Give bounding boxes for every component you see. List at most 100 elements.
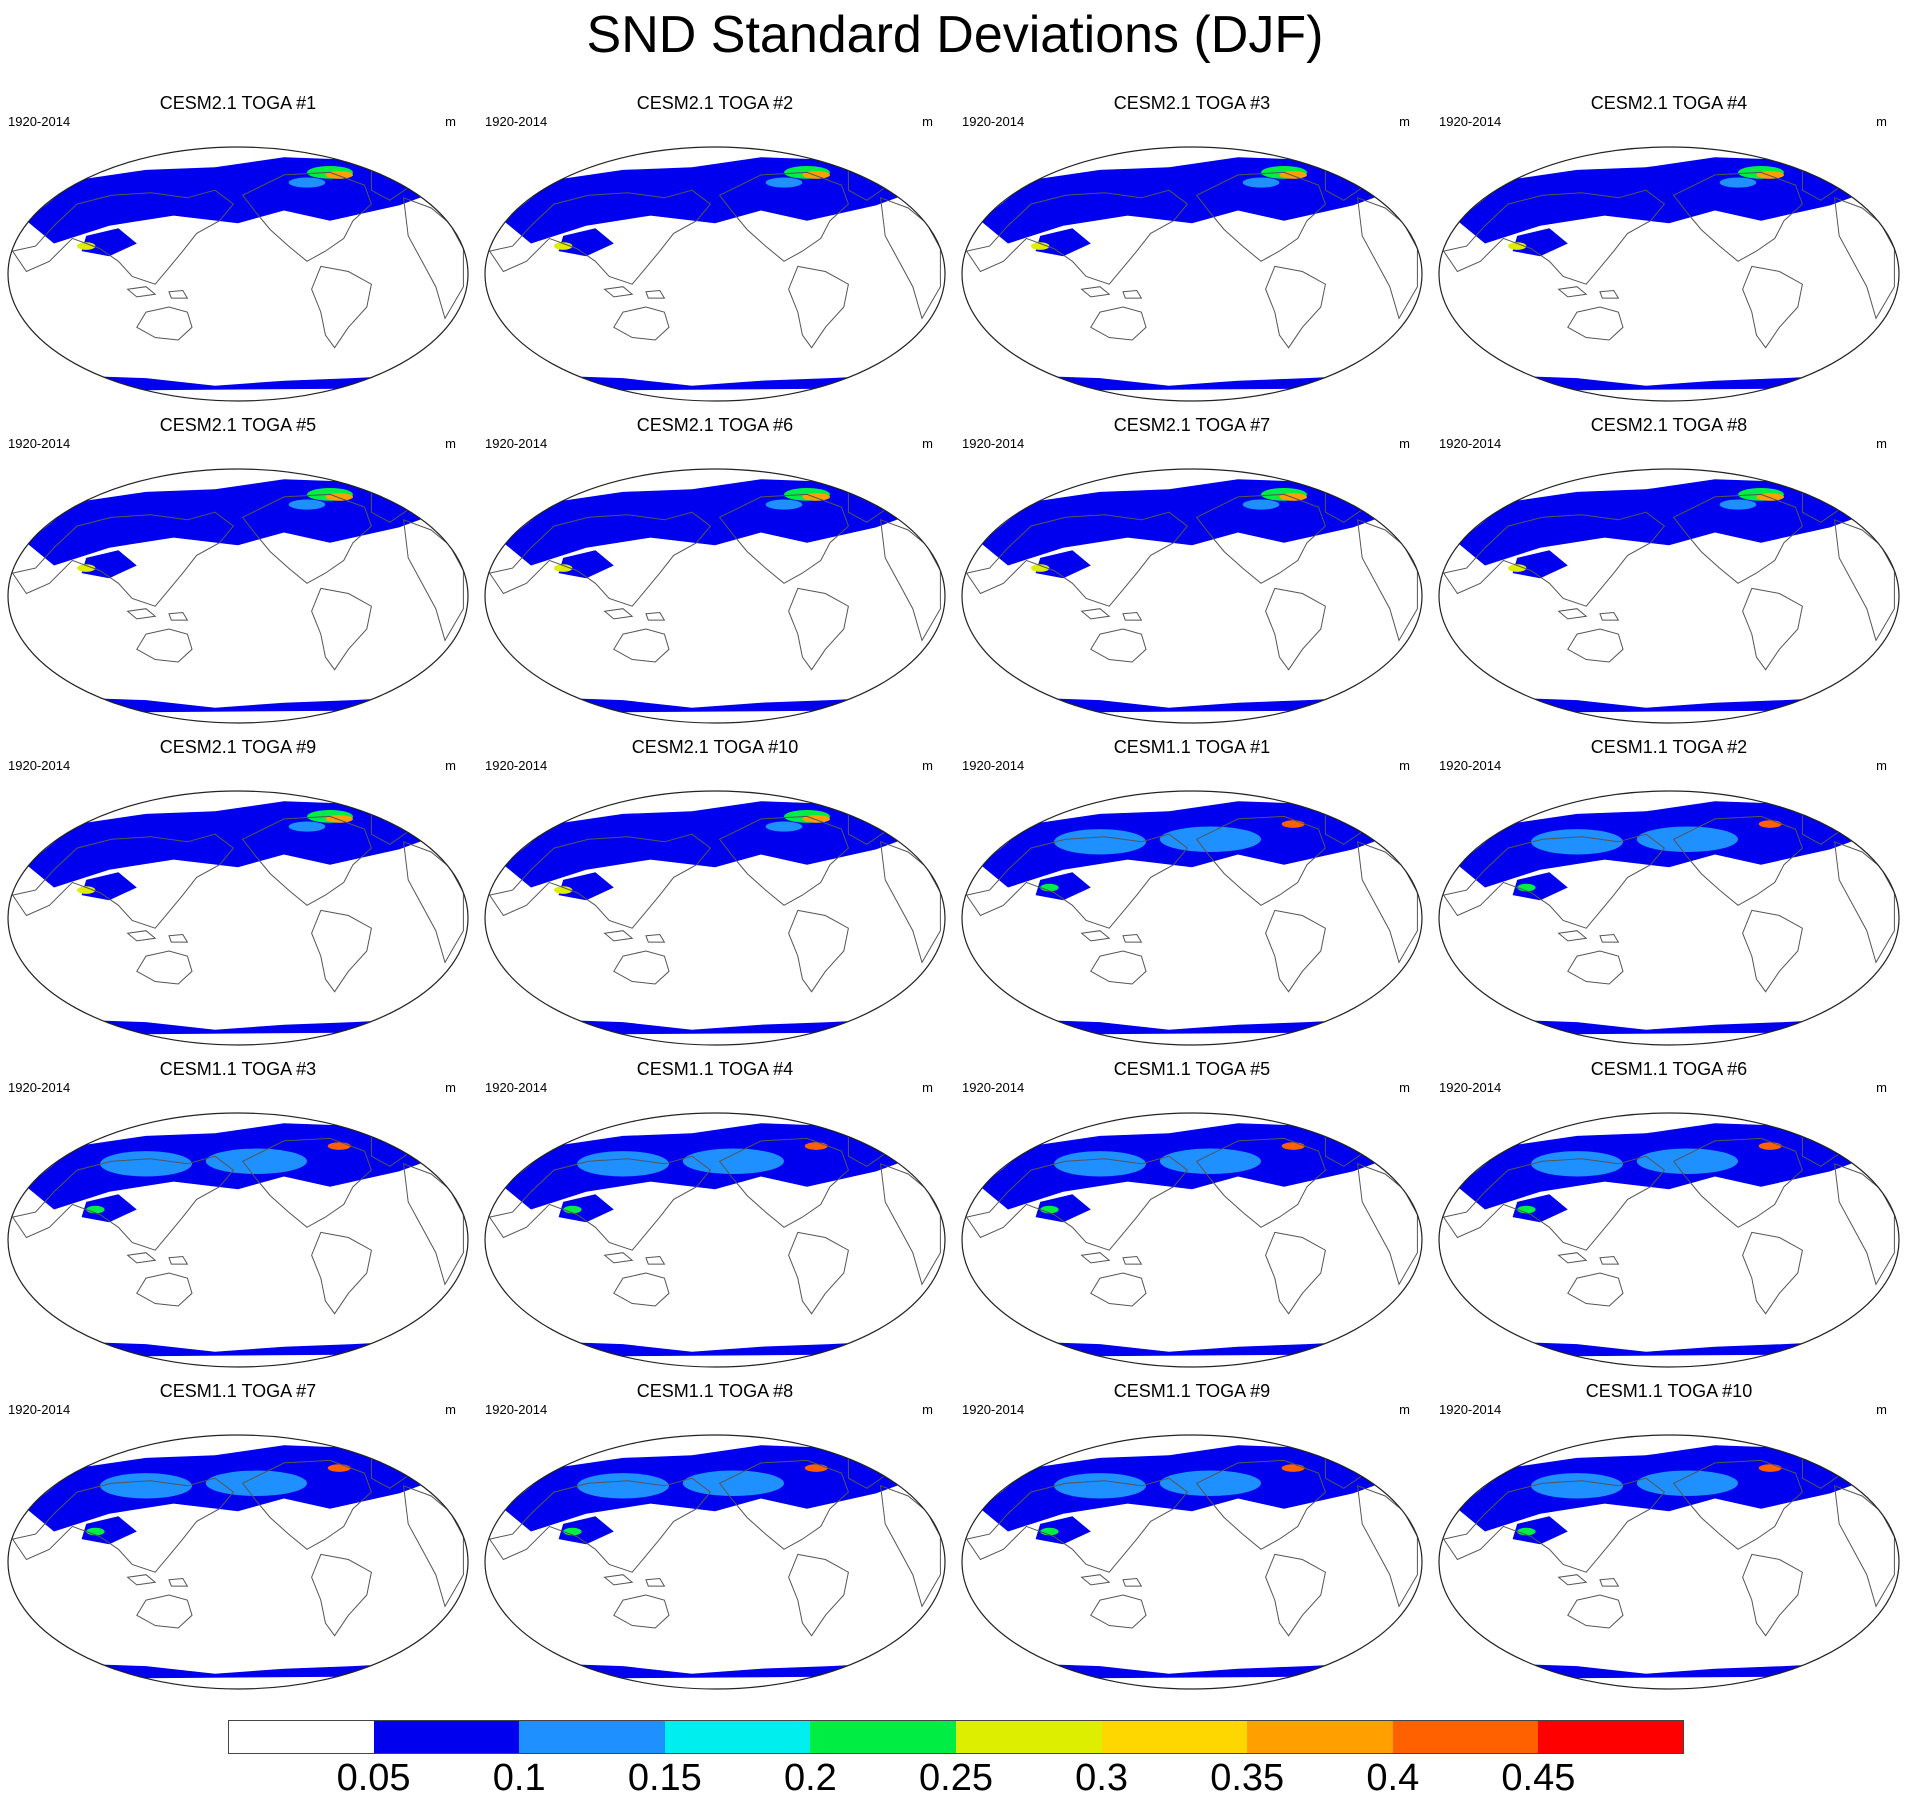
coastline [718,493,849,584]
panel-period: 1920-2014 [962,114,1025,129]
snow-hotspot [765,499,803,510]
coastline [241,171,372,262]
snow-hotspot [682,1470,784,1496]
map-field [503,1445,918,1679]
snow-hotspot [1758,820,1782,828]
panel-period: 1920-2014 [485,1080,548,1095]
colorbar-label: 0.2 [783,1757,837,1799]
map-panel: CESM2.1 TOGA #3 1920-2014 m [954,92,1430,414]
snow-field-tibet [81,1516,137,1545]
coastline [1357,1163,1418,1286]
colorbar-label: 0.15 [627,1757,702,1799]
map-panel: CESM1.1 TOGA #4 1920-2014 m [477,1058,953,1380]
panel-units: m [922,1080,933,1095]
coastline [311,1553,372,1637]
panel-title: CESM2.1 TOGA #5 [159,415,317,435]
map-field [1457,479,1872,713]
coastline [1834,1163,1895,1286]
colorbar-label: 0.3 [1075,1757,1129,1799]
panel-period: 1920-2014 [962,1080,1025,1095]
coastline [1599,1255,1620,1265]
coastline [168,1577,189,1587]
map-field [503,1123,918,1357]
coastline [241,815,372,906]
world-map [7,146,469,402]
coastline [126,286,157,298]
coastline [1195,1459,1326,1550]
coastline [1265,1553,1326,1637]
snow-hotspot [1040,1527,1059,1536]
map-frame [961,468,1423,724]
coastline [788,909,849,993]
snow-hotspot [1636,1470,1738,1496]
panel-units: m [922,1402,933,1417]
panel-title: CESM1.1 TOGA #3 [159,1059,317,1079]
snow-field-antarctica [1503,1341,1835,1357]
snow-field-northern [26,479,441,566]
coastline [1672,493,1803,584]
snow-field-tibet [1035,228,1091,257]
coastline [1265,909,1326,993]
snow-hotspot [77,564,96,572]
colorbar-label: 0.4 [1366,1757,1420,1799]
coastlines [11,486,464,671]
coastline [603,1574,634,1586]
panel-units: m [1876,114,1887,129]
coastline [1567,628,1624,663]
map-frame [1438,146,1900,402]
world-map [7,1434,469,1690]
coastline [880,1485,941,1608]
map-frame [1438,790,1900,1046]
world-map [1438,146,1900,402]
map-panel: CESM1.1 TOGA #5 1920-2014 m [954,1058,1430,1380]
coastline [1090,1272,1147,1307]
coastline [403,519,464,642]
coastline [1442,511,1666,607]
map-field [980,479,1395,713]
coastline [1442,1477,1666,1573]
map-field [980,157,1395,391]
coastline [1265,1231,1326,1315]
world-map [1438,790,1900,1046]
coastline [1672,1459,1803,1550]
colorbar-label: 0.25 [919,1757,993,1799]
snow-hotspot [86,1527,105,1536]
panel-title: CESM2.1 TOGA #6 [636,415,794,435]
coastline [403,197,464,320]
coastline [965,189,1189,285]
world-map [484,468,946,724]
coastline [718,171,849,262]
coastline [965,1477,1189,1573]
snow-field-tibet [1512,550,1568,579]
colorbar-box [810,1720,957,1754]
map-field [26,801,441,1035]
snow-field-antarctica [1503,375,1835,391]
snow-hotspot [1159,826,1261,852]
snow-hotspot [1159,1148,1261,1174]
colorbar [228,1720,1685,1754]
coastline [645,611,666,621]
snow-hotspot [77,886,96,894]
coastline [136,1272,193,1307]
snow-hotspot [1031,242,1050,250]
coastlines [1442,164,1895,349]
coastline [1122,1577,1143,1587]
snow-field-northern [26,801,441,888]
snow-field-northern [1457,479,1872,566]
coastline [1599,611,1620,621]
coastline [11,189,235,285]
snow-hotspot [1040,1205,1059,1214]
panel-title: CESM1.1 TOGA #1 [1113,737,1271,757]
snow-field-tibet [558,872,614,901]
snow-field-tibet [81,550,137,579]
coastline [613,950,670,985]
snow-hotspot [1719,499,1757,510]
coastline [1357,1485,1418,1608]
panel-title: CESM1.1 TOGA #10 [1585,1381,1753,1401]
colorbar-labels: 0.05 0.1 0.15 0.2 0.25 0.3 0.35 0.4 0.45 [228,1756,1684,1800]
panel-title: CESM1.1 TOGA #8 [636,1381,794,1401]
snow-field-antarctica [1503,697,1835,713]
panel-units: m [445,758,456,773]
coastline [880,519,941,642]
coastline [718,1459,849,1550]
